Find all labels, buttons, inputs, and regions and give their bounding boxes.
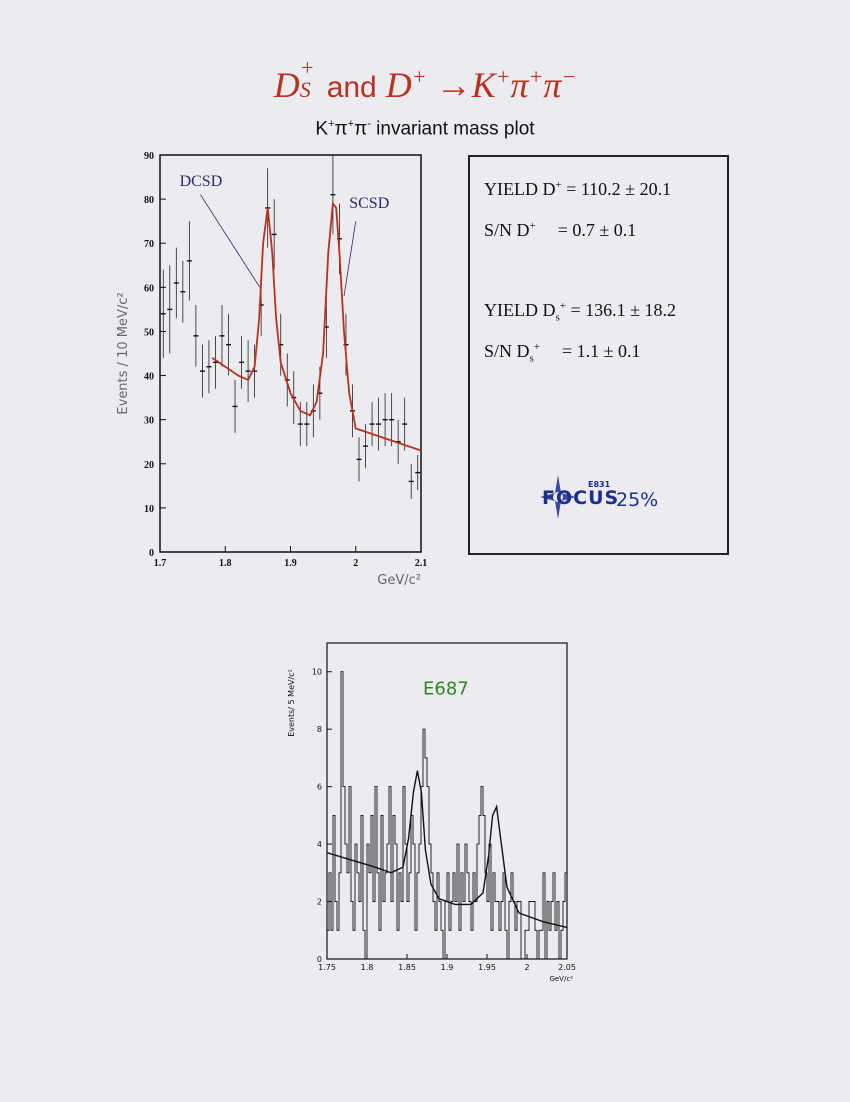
y-tick-label: 0 xyxy=(149,548,154,559)
fit-curve xyxy=(326,770,568,929)
yield-dplus-sup: + xyxy=(555,179,562,191)
plot-frame xyxy=(159,154,422,553)
x-tick-label: 2.1 xyxy=(415,558,428,569)
title-pi2-sup: − xyxy=(561,64,577,89)
yield-ds-line: YIELD Ds+ = 136.1 ± 18.2 xyxy=(484,300,676,324)
annotation-scsd: SCSD xyxy=(349,195,389,212)
sn-ds-label: S/N D xyxy=(484,341,530,361)
title-k-sup: + xyxy=(495,64,511,89)
x-tick-label: 1.8 xyxy=(361,963,374,972)
yield-ds-sub: s xyxy=(555,311,560,324)
title-dplus-sup: + xyxy=(411,64,427,89)
x-tick-label: 1.85 xyxy=(398,963,416,972)
title-dplus: D xyxy=(385,65,412,105)
focus-logo-text: FOCUS xyxy=(542,487,620,509)
chart-subtitle: K+π+π- invariant mass plot xyxy=(0,118,850,140)
y-tick-label: 0 xyxy=(317,955,322,964)
yield-ds-sup: + xyxy=(559,300,566,312)
x-axis-label: GeV/c² xyxy=(377,573,421,588)
title-and: and xyxy=(326,71,377,104)
x-tick-label: 1.7 xyxy=(154,558,167,569)
decay-caption: D⁺ → K⁺π⁻π⁺ + c.c. xyxy=(379,994,454,995)
yield-info-box: YIELD D+ = 110.2 ± 20.1 S/N D+ = 0.7 ± 0.… xyxy=(468,155,729,555)
chart-title: E687 xyxy=(423,679,469,700)
yield-dplus-value: = 110.2 ± 20.1 xyxy=(561,179,672,199)
title-arrow: → xyxy=(435,65,472,105)
focus-logo-percent: 25% xyxy=(616,489,659,511)
histogram xyxy=(327,671,567,960)
subtitle-pi1: π xyxy=(334,118,348,140)
yield-dplus-line: YIELD D+ = 110.2 ± 20.1 xyxy=(484,179,671,200)
annotation-dcsd-arrow xyxy=(200,194,261,288)
focus-mass-plot: 0 10 20 30 40 50 60 70 80 90 1.7 1.8 1.9 2 2.1 GeV/c² Ev… xyxy=(116,151,428,588)
x-axis-label: GeV/c² xyxy=(549,975,573,983)
title-ds: D xyxy=(273,65,300,105)
y-tick-label: 80 xyxy=(144,195,154,206)
x-tick-label: 1.8 xyxy=(219,558,232,569)
e687-mass-plot: 0 2 4 6 8 10 1.75 1.8 1.85 1.9 1.95 2 2.05 GeV/c² Even… xyxy=(287,642,576,995)
y-tick-label: 10 xyxy=(144,504,154,515)
subtitle-pi2-sup: - xyxy=(367,118,371,130)
title-k: K xyxy=(471,65,496,105)
x-tick-label: 2 xyxy=(353,558,358,569)
x-tick-label: 2 xyxy=(524,963,529,972)
x-tick-label: 2.05 xyxy=(558,963,576,972)
y-tick-label: 2 xyxy=(317,898,322,907)
sn-ds-line: S/N Ds+ = 1.1 ± 0.1 xyxy=(484,341,641,365)
y-tick-label: 30 xyxy=(144,416,154,427)
annotation-scsd-arrow xyxy=(343,221,357,297)
title-pi2: π xyxy=(543,65,562,105)
y-axis-label: Events/ 5 MeV/c² xyxy=(287,669,296,737)
y-tick-label: 40 xyxy=(144,372,154,383)
y-tick-label: 20 xyxy=(144,460,154,471)
yield-dplus-label: YIELD D xyxy=(484,179,556,199)
x-tick-label: 1.75 xyxy=(318,963,336,972)
x-tick-label: 1.9 xyxy=(441,963,454,972)
page-title: D + S and D+ →K+π+π− xyxy=(0,55,850,106)
fit-curve xyxy=(211,201,422,452)
title-ds-sup: + xyxy=(299,55,315,80)
y-tick-label: 6 xyxy=(317,783,322,792)
focus-star-icon xyxy=(540,475,576,519)
subtitle-pi2: π xyxy=(354,118,368,140)
y-tick-label: 90 xyxy=(144,151,154,162)
sn-ds-sup: + xyxy=(533,341,541,353)
y-tick-label: 10 xyxy=(312,668,322,677)
sn-dplus-sup: + xyxy=(529,220,536,232)
y-tick-label: 50 xyxy=(144,327,154,338)
sn-dplus-line: S/N D+ = 0.7 ± 0.1 xyxy=(484,220,636,241)
y-tick-label: 4 xyxy=(317,840,322,849)
focus-logo-tag: E831 xyxy=(588,480,611,489)
x-tick-label: 1.9 xyxy=(284,558,297,569)
y-axis-label: Events / 10 MeV/c² xyxy=(116,292,131,414)
sn-ds-sub: s xyxy=(529,352,534,365)
title-pi1-sup: + xyxy=(528,64,544,89)
yield-ds-label: YIELD D xyxy=(484,300,556,320)
subtitle-k-sup: + xyxy=(328,118,335,130)
title-ds-sub: S xyxy=(299,77,311,102)
sn-dplus-value: = 0.7 ± 0.1 xyxy=(557,220,637,240)
y-tick-label: 8 xyxy=(317,725,322,734)
y-tick-label: 70 xyxy=(144,239,154,250)
subtitle-text: invariant mass plot xyxy=(370,118,535,140)
y-tick-label: 60 xyxy=(144,283,154,294)
sn-ds-value: = 1.1 ± 0.1 xyxy=(562,341,641,361)
yield-ds-value: = 136.1 ± 18.2 xyxy=(565,300,677,320)
x-tick-label: 1.95 xyxy=(478,963,496,972)
subtitle-k: K xyxy=(315,118,329,140)
title-pi1: π xyxy=(510,65,529,105)
sn-dplus-label: S/N D xyxy=(484,220,530,240)
annotation-dcsd: DCSD xyxy=(180,173,223,190)
subtitle-pi1-sup: + xyxy=(347,118,355,130)
focus-logo: FOCUS E831 25% xyxy=(534,475,684,525)
